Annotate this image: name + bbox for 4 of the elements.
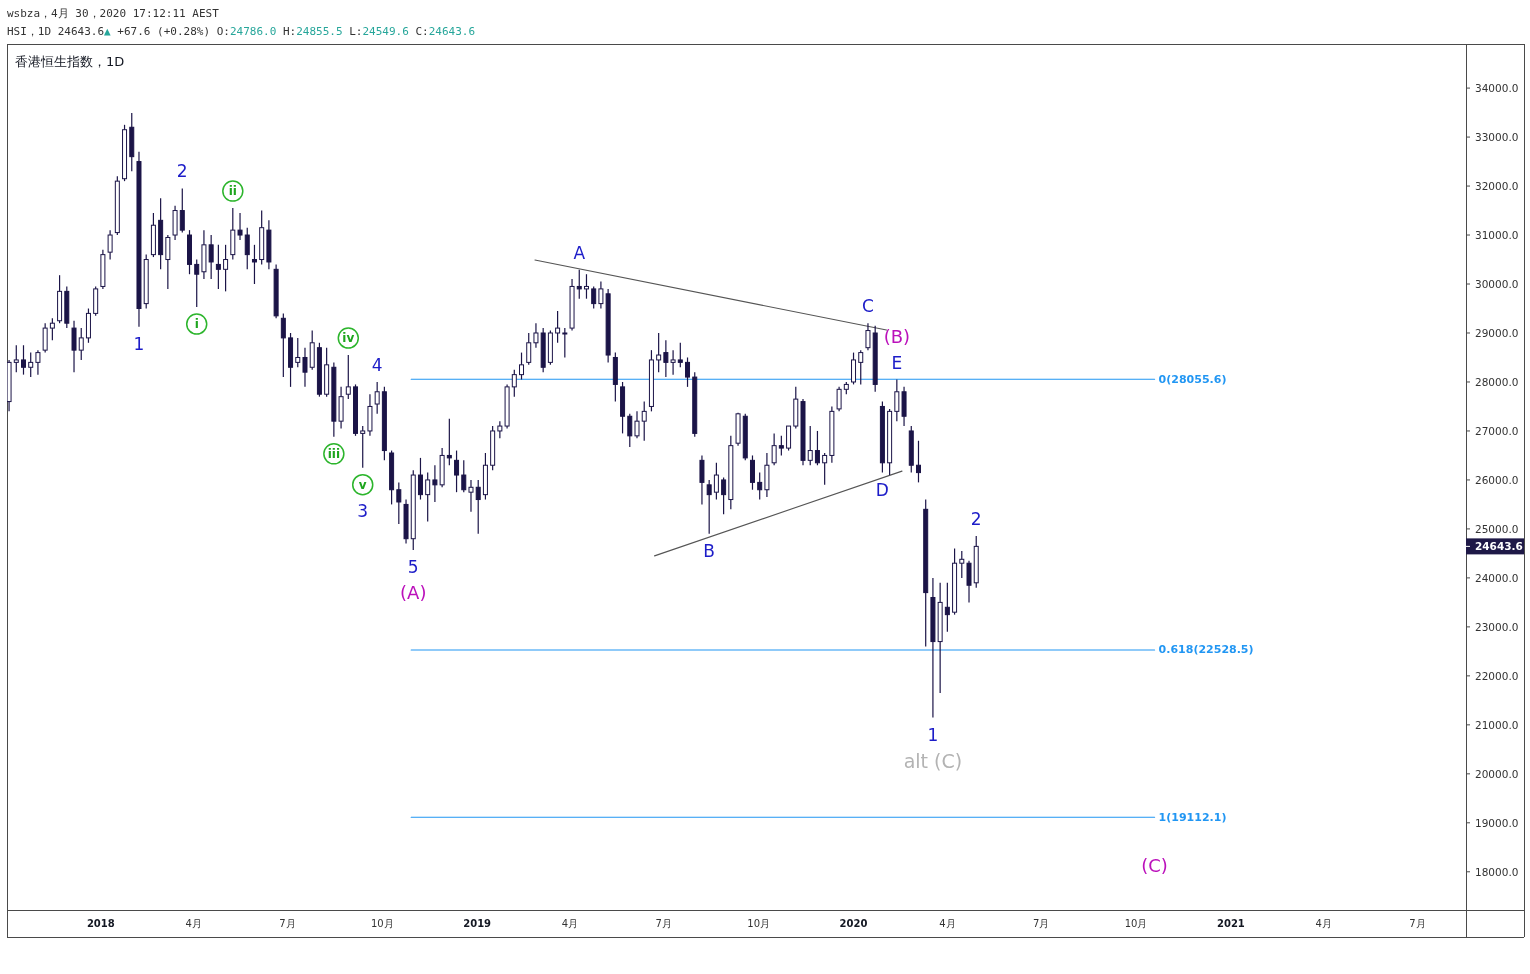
subtitle: wsbza，4月 30，2020 17:12:11 AEST [7, 6, 219, 20]
title: 香港恒生指数，1D [15, 53, 125, 69]
header: HSI，1D 24643.6▲ +67.6 (+0.28%) O:24786.0 H:24855.5 L:24549.6 C:24643.6 [7, 24, 475, 38]
y-tick-label: 24643.6 [1475, 540, 1523, 553]
